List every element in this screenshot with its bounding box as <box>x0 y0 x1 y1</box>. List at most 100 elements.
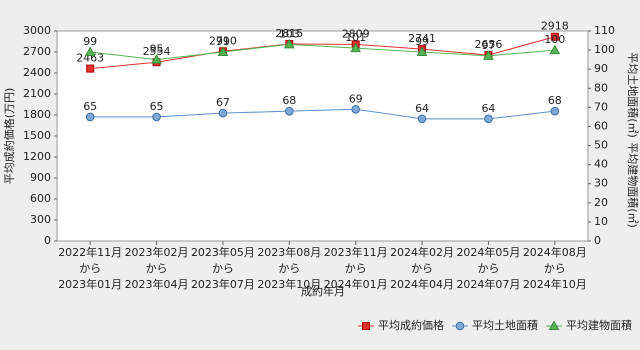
data-label: 2815 <box>275 27 303 40</box>
data-label: 97 <box>481 39 495 52</box>
x-tick-label: 2024年04月 <box>390 277 454 291</box>
y-tick-label: 1200 <box>23 150 51 163</box>
data-label: 103 <box>279 27 300 40</box>
y-tick-label: 2400 <box>23 66 51 79</box>
marker <box>550 32 559 41</box>
x-tick-label: から <box>411 262 433 275</box>
data-label: 67 <box>216 96 230 109</box>
y-tick-label: 3000 <box>23 24 51 37</box>
data-label: 100 <box>544 33 565 46</box>
x-tick-label: から <box>146 262 168 275</box>
x-tick-label: から <box>345 262 367 275</box>
marker <box>283 38 295 49</box>
legend-marker <box>362 322 370 330</box>
x-tick-label: 2023年07月 <box>191 277 255 291</box>
marker <box>151 54 162 64</box>
y2-tick-label: 40 <box>594 158 608 171</box>
data-label: 2710 <box>209 34 237 47</box>
marker <box>417 114 427 124</box>
marker <box>84 46 96 56</box>
y-tick-label: 900 <box>30 171 51 184</box>
marker <box>86 64 95 73</box>
series-line <box>90 43 555 61</box>
y2-axis-title: 平均土地面積(㎡) <box>626 52 640 138</box>
data-label: 64 <box>415 102 429 115</box>
y-tick-label: 1800 <box>23 108 51 121</box>
y-tick-label: 2700 <box>23 45 51 58</box>
x-tick-label: 2024年02月 <box>390 245 454 259</box>
y2-tick-label: 10 <box>594 215 608 228</box>
marker <box>550 106 560 116</box>
marker <box>218 108 228 118</box>
data-label: 68 <box>548 94 562 107</box>
x-tick-label: 2023年05月 <box>191 245 255 259</box>
data-label: 2554 <box>143 45 171 58</box>
x-tick-label: から <box>477 262 499 275</box>
data-label: 101 <box>345 31 366 44</box>
data-label: 99 <box>216 35 230 48</box>
y2-tick-label: 50 <box>594 139 608 152</box>
y-tick-label: 300 <box>30 213 51 226</box>
x-tick-label: 2023年04月 <box>125 277 189 291</box>
marker <box>351 104 360 114</box>
y2-tick-label: 90 <box>594 62 608 75</box>
legend-label: 平均土地面積 <box>472 318 538 332</box>
marker <box>549 44 561 55</box>
x-tick-label: から <box>544 262 566 275</box>
x-tick-label: 2023年10月 <box>257 277 321 291</box>
y2-tick-label: 20 <box>594 196 608 209</box>
legend-label: 平均成約価格 <box>378 318 444 332</box>
y2-axis-title: 平均建物面積(㎡) <box>626 142 640 228</box>
data-label: 99 <box>415 35 429 48</box>
marker <box>152 112 161 122</box>
x-tick-label: 2023年02月 <box>125 245 189 259</box>
data-label: 68 <box>282 94 296 107</box>
marker <box>217 46 229 56</box>
series-line <box>90 108 555 120</box>
y2-tick-label: 80 <box>594 81 608 94</box>
y2-tick-label: 0 <box>594 234 601 247</box>
marker <box>483 50 494 60</box>
x-tick-label: から <box>79 262 101 275</box>
data-label: 2741 <box>408 32 436 45</box>
data-label: 65 <box>150 100 164 113</box>
series-line <box>90 36 555 70</box>
legend-marker <box>455 321 465 331</box>
x-tick-label: 2024年07月 <box>456 277 520 291</box>
data-label: 64 <box>481 102 495 115</box>
x-tick-label: 2022年11月 <box>58 245 122 259</box>
data-label: 2809 <box>342 27 370 40</box>
marker <box>416 46 428 56</box>
plot-area <box>56 30 589 242</box>
legend-marker <box>548 320 560 330</box>
data-label: 2463 <box>76 52 104 65</box>
data-label: 95 <box>150 43 164 56</box>
y-tick-label: 600 <box>30 192 51 205</box>
x-tick-label: 2023年08月 <box>257 245 321 259</box>
x-tick-label: 2024年01月 <box>324 277 388 291</box>
x-tick-label: 2024年05月 <box>456 245 520 259</box>
marker <box>484 114 493 124</box>
y2-tick-label: 30 <box>594 177 608 190</box>
data-label: 2918 <box>541 20 569 33</box>
y2-tick-label: 100 <box>594 43 615 56</box>
y-tick-label: 1500 <box>23 129 51 142</box>
y-tick-label: 2100 <box>23 87 51 100</box>
data-label: 69 <box>349 92 363 105</box>
x-axis-title: 成約年月 <box>301 284 345 298</box>
x-tick-label: 2024年08月 <box>523 245 587 259</box>
marker <box>85 112 95 122</box>
y-tick-label: 0 <box>44 234 51 247</box>
legend-label: 平均建物面積 <box>566 318 632 332</box>
x-tick-label: 2023年11月 <box>324 245 388 259</box>
x-tick-label: から <box>278 262 300 275</box>
marker <box>350 42 362 53</box>
y2-tick-label: 60 <box>594 119 608 132</box>
data-label: 2656 <box>474 38 502 51</box>
y-axis-title: 平均成約価格(万円) <box>2 88 16 185</box>
y2-tick-label: 110 <box>594 24 615 37</box>
data-label: 99 <box>83 35 97 48</box>
data-label: 65 <box>83 100 97 113</box>
y2-tick-label: 70 <box>594 100 608 113</box>
